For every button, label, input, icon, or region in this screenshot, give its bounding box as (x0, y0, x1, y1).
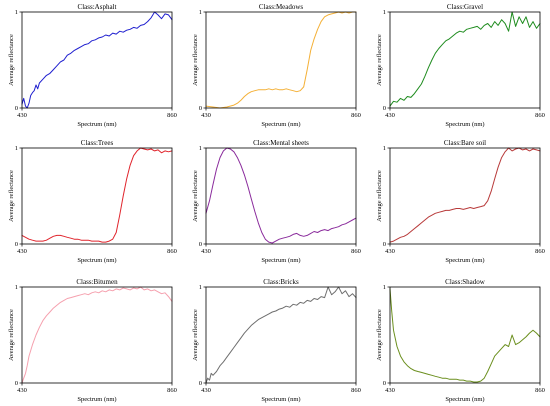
x-axis-label: Spectrum (nm) (77, 257, 116, 264)
x-tick-label: 860 (167, 112, 177, 119)
subplot-1: Class:Asphalt 0 1 430 860 Spectrum (nm) Averag… (8, 3, 177, 128)
x-axis-label: Spectrum (nm) (77, 121, 116, 128)
x-axis-label: Spectrum (nm) (445, 396, 484, 403)
y-tick-label: 0 (15, 241, 18, 248)
x-tick-label: 430 (201, 387, 211, 394)
y-axis-label: Average reflectance (192, 170, 199, 222)
x-tick-label: 430 (201, 112, 211, 119)
plot-frame (389, 11, 541, 109)
x-axis-label: Spectrum (nm) (77, 396, 116, 403)
y-axis-label: Average reflectance (192, 309, 199, 361)
plot-frame (389, 286, 541, 384)
plot-frame (205, 286, 357, 384)
subplot-6: Class:Bare soil 0 1 430 860 Spectrum (nm) Aver… (376, 139, 545, 264)
series-line (21, 11, 173, 109)
subplot-3: Class:Gravel 0 1 430 860 Spectrum (nm) Average… (376, 3, 545, 128)
y-tick-label: 0 (383, 241, 386, 248)
x-axis-label: Spectrum (nm) (261, 121, 300, 128)
plot-frame (21, 11, 173, 109)
series-line (205, 147, 357, 244)
chart-title: Class:Bare soil (444, 139, 486, 147)
y-tick-label: 1 (383, 284, 386, 291)
series-line (21, 147, 173, 243)
x-tick-label: 860 (351, 387, 361, 394)
y-tick-label: 1 (383, 145, 386, 152)
plot-frame (205, 147, 357, 245)
y-axis-label: Average reflectance (192, 34, 199, 86)
y-tick-label: 1 (15, 9, 18, 16)
x-tick-label: 860 (535, 248, 545, 255)
y-tick-label: 1 (199, 145, 202, 152)
x-axis-label: Spectrum (nm) (445, 121, 484, 128)
y-axis-label: Average reflectance (8, 34, 15, 86)
x-tick-label: 430 (385, 387, 395, 394)
x-tick-label: 430 (17, 387, 27, 394)
y-tick-label: 1 (199, 9, 202, 16)
y-tick-label: 0 (15, 105, 18, 112)
x-tick-label: 430 (17, 248, 27, 255)
x-tick-label: 860 (167, 248, 177, 255)
plot-frame (21, 286, 173, 384)
series-line (21, 286, 173, 384)
y-tick-label: 0 (199, 380, 202, 387)
y-tick-label: 1 (15, 145, 18, 152)
x-tick-label: 860 (351, 248, 361, 255)
chart-title: Class:Mental sheets (253, 139, 309, 147)
plot-frame (205, 11, 357, 109)
chart-title: Class:Shadow (445, 278, 486, 286)
x-tick-label: 860 (351, 112, 361, 119)
subplot-7: Class:Bitumen 0 1 430 860 Spectrum (nm) Averag… (8, 278, 177, 403)
subplot-5: Class:Mental sheets 0 1 430 860 Spectrum (nm)… (192, 139, 361, 264)
y-axis-label: Average reflectance (8, 170, 15, 222)
subplot-4: Class:Trees 0 1 430 860 Spectrum (nm) Average … (8, 139, 177, 264)
chart-title: Class:Trees (81, 139, 114, 147)
plot-frame (21, 147, 173, 245)
x-tick-label: 430 (385, 248, 395, 255)
x-axis-label: Spectrum (nm) (445, 257, 484, 264)
y-tick-label: 0 (15, 380, 18, 387)
chart-title: Class:Asphalt (78, 3, 117, 11)
x-tick-label: 430 (201, 248, 211, 255)
series-line (389, 147, 541, 243)
chart-title: Class:Meadows (259, 3, 304, 11)
y-axis-label: Average reflectance (376, 170, 383, 222)
chart-title: Class:Gravel (447, 3, 483, 11)
x-tick-label: 860 (535, 112, 545, 119)
y-axis-label: Average reflectance (376, 309, 383, 361)
subplot-2: Class:Meadows 0 1 430 860 Spectrum (nm) Averag… (192, 3, 361, 128)
chart-title: Class:Bitumen (76, 278, 118, 286)
x-tick-label: 860 (535, 387, 545, 394)
y-tick-label: 0 (199, 241, 202, 248)
y-tick-label: 1 (383, 9, 386, 16)
subplot-9: Class:Shadow 0 1 430 860 Spectrum (nm) Average… (376, 278, 545, 403)
y-axis-label: Average reflectance (8, 309, 15, 361)
x-tick-label: 430 (17, 112, 27, 119)
series-line (389, 11, 541, 107)
x-tick-label: 430 (385, 112, 395, 119)
y-tick-label: 1 (15, 284, 18, 291)
y-tick-label: 0 (383, 380, 386, 387)
x-axis-label: Spectrum (nm) (261, 257, 300, 264)
y-tick-label: 0 (199, 105, 202, 112)
y-tick-label: 0 (383, 105, 386, 112)
series-line (205, 286, 357, 384)
series-line (205, 11, 357, 109)
y-axis-label: Average reflectance (376, 34, 383, 86)
series-line (389, 288, 541, 383)
plot-frame (389, 147, 541, 245)
chart-title: Class:Bricks (263, 278, 299, 286)
x-axis-label: Spectrum (nm) (261, 396, 300, 403)
subplot-8: Class:Bricks 0 1 430 860 Spectrum (nm) Average… (192, 278, 361, 403)
y-tick-label: 1 (199, 284, 202, 291)
x-tick-label: 860 (167, 387, 177, 394)
